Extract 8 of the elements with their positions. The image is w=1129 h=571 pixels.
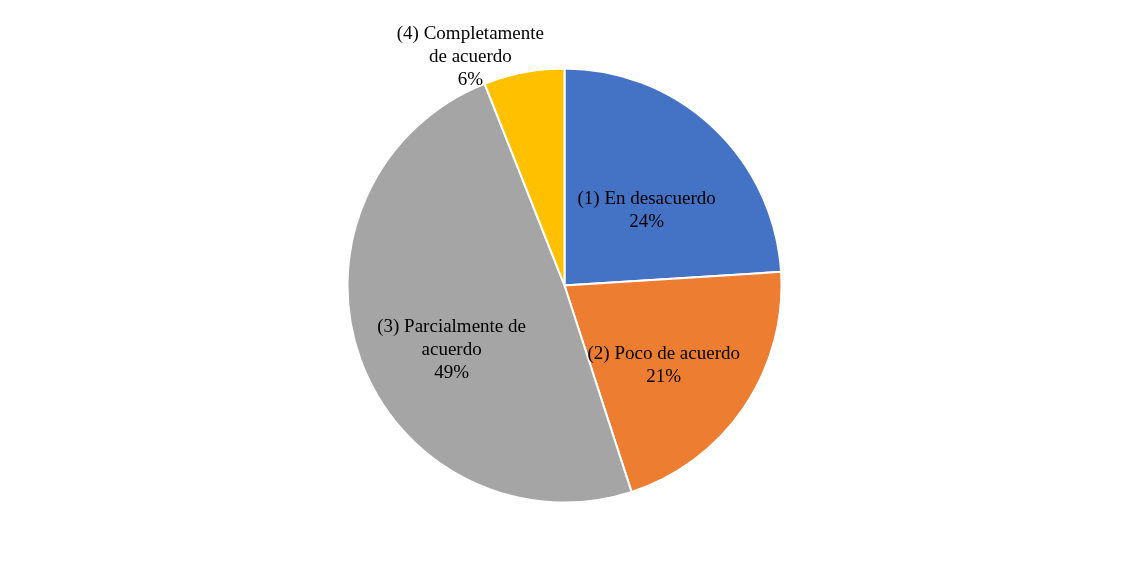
data-label: 21% (646, 364, 682, 386)
slice-label: (3) Parcialmente de acuerdo (377, 315, 526, 360)
slice-label: (4) Completamente de acuerdo (396, 22, 545, 67)
slice-label: (1) En desacuerdo (577, 187, 716, 210)
slice-label: (2) Poco de acuerdo (587, 341, 740, 364)
data-label: 24% (629, 210, 665, 232)
data-label: 6% (457, 68, 484, 90)
data-label: 49% (434, 361, 470, 383)
